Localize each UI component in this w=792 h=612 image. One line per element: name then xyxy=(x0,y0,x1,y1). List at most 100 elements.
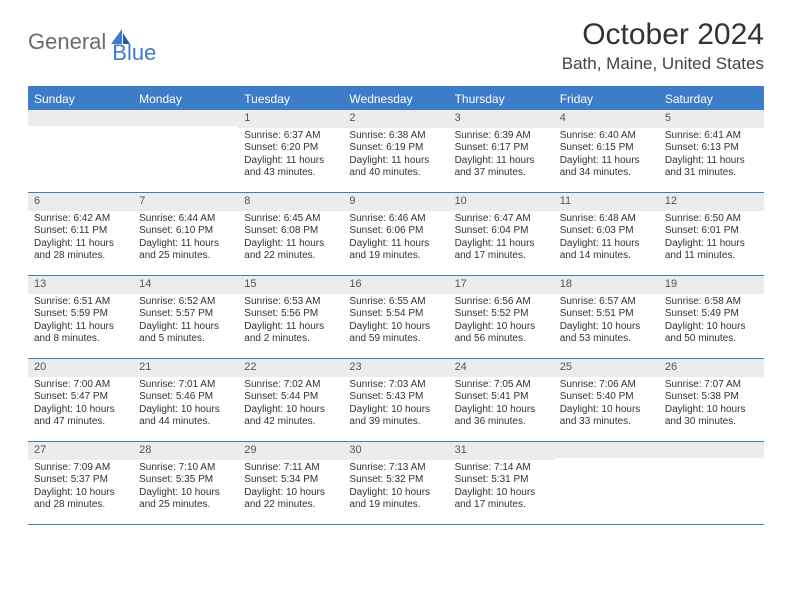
logo: General Blue xyxy=(28,18,156,66)
daylight-line: and 34 minutes. xyxy=(560,167,653,180)
daylight-line: Daylight: 10 hours xyxy=(455,321,548,334)
daylight-line: Daylight: 11 hours xyxy=(139,321,232,334)
day-body: Sunrise: 7:05 AMSunset: 5:41 PMDaylight:… xyxy=(449,377,554,433)
daylight-line: and 19 minutes. xyxy=(349,499,442,512)
day-body: Sunrise: 6:56 AMSunset: 5:52 PMDaylight:… xyxy=(449,294,554,350)
day-number: 13 xyxy=(28,276,133,294)
day-body: Sunrise: 7:14 AMSunset: 5:31 PMDaylight:… xyxy=(449,460,554,516)
day-number: 6 xyxy=(28,193,133,211)
sunset-line: Sunset: 6:10 PM xyxy=(139,225,232,238)
day-number: 7 xyxy=(133,193,238,211)
day-body: Sunrise: 7:01 AMSunset: 5:46 PMDaylight:… xyxy=(133,377,238,433)
sunset-line: Sunset: 6:13 PM xyxy=(665,142,758,155)
sunrise-line: Sunrise: 6:45 AM xyxy=(244,213,337,226)
day-cell: 5Sunrise: 6:41 AMSunset: 6:13 PMDaylight… xyxy=(659,110,764,192)
daylight-line: Daylight: 10 hours xyxy=(665,321,758,334)
day-body: Sunrise: 6:37 AMSunset: 6:20 PMDaylight:… xyxy=(238,128,343,184)
daylight-line: Daylight: 11 hours xyxy=(455,238,548,251)
sunrise-line: Sunrise: 6:53 AM xyxy=(244,296,337,309)
day-number: 31 xyxy=(449,442,554,460)
day-cell: 25Sunrise: 7:06 AMSunset: 5:40 PMDayligh… xyxy=(554,359,659,441)
day-body: Sunrise: 7:11 AMSunset: 5:34 PMDaylight:… xyxy=(238,460,343,516)
day-body: Sunrise: 6:44 AMSunset: 6:10 PMDaylight:… xyxy=(133,211,238,267)
day-number: 18 xyxy=(554,276,659,294)
day-body: Sunrise: 6:50 AMSunset: 6:01 PMDaylight:… xyxy=(659,211,764,267)
daylight-line: Daylight: 10 hours xyxy=(139,487,232,500)
sunset-line: Sunset: 6:08 PM xyxy=(244,225,337,238)
sunrise-line: Sunrise: 6:55 AM xyxy=(349,296,442,309)
sunset-line: Sunset: 5:31 PM xyxy=(455,474,548,487)
day-body: Sunrise: 6:46 AMSunset: 6:06 PMDaylight:… xyxy=(343,211,448,267)
daylight-line: Daylight: 11 hours xyxy=(139,238,232,251)
day-header-wed: Wednesday xyxy=(343,88,448,110)
day-cell xyxy=(659,442,764,524)
day-number: 23 xyxy=(343,359,448,377)
daylight-line: Daylight: 10 hours xyxy=(349,404,442,417)
sunrise-line: Sunrise: 7:03 AM xyxy=(349,379,442,392)
day-body: Sunrise: 7:06 AMSunset: 5:40 PMDaylight:… xyxy=(554,377,659,433)
day-body: Sunrise: 6:55 AMSunset: 5:54 PMDaylight:… xyxy=(343,294,448,350)
day-cell: 24Sunrise: 7:05 AMSunset: 5:41 PMDayligh… xyxy=(449,359,554,441)
sunrise-line: Sunrise: 6:51 AM xyxy=(34,296,127,309)
daylight-line: Daylight: 11 hours xyxy=(560,155,653,168)
day-cell: 10 Sunrise: 6:47 AMSunset: 6:04 PMDayligh… xyxy=(449,193,554,275)
week-row: 6Sunrise: 6:42 AMSunset: 6:11 PMDaylight… xyxy=(28,193,764,276)
day-body: Sunrise: 7:07 AMSunset: 5:38 PMDaylight:… xyxy=(659,377,764,433)
daylight-line: and 5 minutes. xyxy=(139,333,232,346)
sunset-line: Sunset: 6:17 PM xyxy=(455,142,548,155)
header: General Blue October 2024 Bath, Maine, U… xyxy=(0,0,792,80)
day-cell xyxy=(28,110,133,192)
day-body: Sunrise: 6:57 AMSunset: 5:51 PMDaylight:… xyxy=(554,294,659,350)
sunrise-line: Sunrise: 6:42 AM xyxy=(34,213,127,226)
day-cell: 11Sunrise: 6:48 AMSunset: 6:03 PMDayligh… xyxy=(554,193,659,275)
daylight-line: and 37 minutes. xyxy=(455,167,548,180)
sunrise-line: Sunrise: 7:00 AM xyxy=(34,379,127,392)
daylight-line: and 8 minutes. xyxy=(34,333,127,346)
daylight-line: and 53 minutes. xyxy=(560,333,653,346)
day-number: 1 xyxy=(238,110,343,128)
daylight-line: and 44 minutes. xyxy=(139,416,232,429)
day-number: 26 xyxy=(659,359,764,377)
day-number: 15 xyxy=(238,276,343,294)
daylight-line: and 47 minutes. xyxy=(34,416,127,429)
day-cell: 15Sunrise: 6:53 AMSunset: 5:56 PMDayligh… xyxy=(238,276,343,358)
sunset-line: Sunset: 5:51 PM xyxy=(560,308,653,321)
daylight-line: Daylight: 11 hours xyxy=(34,238,127,251)
daylight-line: Daylight: 11 hours xyxy=(34,321,127,334)
daylight-line: and 2 minutes. xyxy=(244,333,337,346)
day-cell: 7Sunrise: 6:44 AMSunset: 6:10 PMDaylight… xyxy=(133,193,238,275)
day-body: Sunrise: 7:03 AMSunset: 5:43 PMDaylight:… xyxy=(343,377,448,433)
sunrise-line: Sunrise: 6:56 AM xyxy=(455,296,548,309)
sunset-line: Sunset: 5:57 PM xyxy=(139,308,232,321)
day-header-fri: Friday xyxy=(554,88,659,110)
daylight-line: Daylight: 11 hours xyxy=(349,155,442,168)
day-body: Sunrise: 7:13 AMSunset: 5:32 PMDaylight:… xyxy=(343,460,448,516)
daylight-line: Daylight: 11 hours xyxy=(244,155,337,168)
sunrise-line: Sunrise: 7:14 AM xyxy=(455,462,548,475)
day-cell: 23Sunrise: 7:03 AMSunset: 5:43 PMDayligh… xyxy=(343,359,448,441)
sunrise-line: Sunrise: 6:47 AM xyxy=(455,213,548,226)
daylight-line: and 42 minutes. xyxy=(244,416,337,429)
day-body xyxy=(554,458,659,464)
daylight-line: Daylight: 11 hours xyxy=(665,155,758,168)
day-number: 20 xyxy=(28,359,133,377)
day-number: 8 xyxy=(238,193,343,211)
sunrise-line: Sunrise: 7:06 AM xyxy=(560,379,653,392)
week-row: 1Sunrise: 6:37 AMSunset: 6:20 PMDaylight… xyxy=(28,110,764,193)
daylight-line: and 19 minutes. xyxy=(349,250,442,263)
sunset-line: Sunset: 6:06 PM xyxy=(349,225,442,238)
day-body xyxy=(28,126,133,132)
sunrise-line: Sunrise: 7:10 AM xyxy=(139,462,232,475)
day-number: 10 xyxy=(449,193,554,211)
sunset-line: Sunset: 5:38 PM xyxy=(665,391,758,404)
sunset-line: Sunset: 6:03 PM xyxy=(560,225,653,238)
day-body: Sunrise: 6:52 AMSunset: 5:57 PMDaylight:… xyxy=(133,294,238,350)
daylight-line: Daylight: 11 hours xyxy=(455,155,548,168)
day-body: Sunrise: 6:40 AMSunset: 6:15 PMDaylight:… xyxy=(554,128,659,184)
day-number: 27 xyxy=(28,442,133,460)
day-cell: 8Sunrise: 6:45 AMSunset: 6:08 PMDaylight… xyxy=(238,193,343,275)
sunset-line: Sunset: 6:04 PM xyxy=(455,225,548,238)
day-number: 29 xyxy=(238,442,343,460)
daylight-line: and 11 minutes. xyxy=(665,250,758,263)
daylight-line: Daylight: 10 hours xyxy=(244,487,337,500)
